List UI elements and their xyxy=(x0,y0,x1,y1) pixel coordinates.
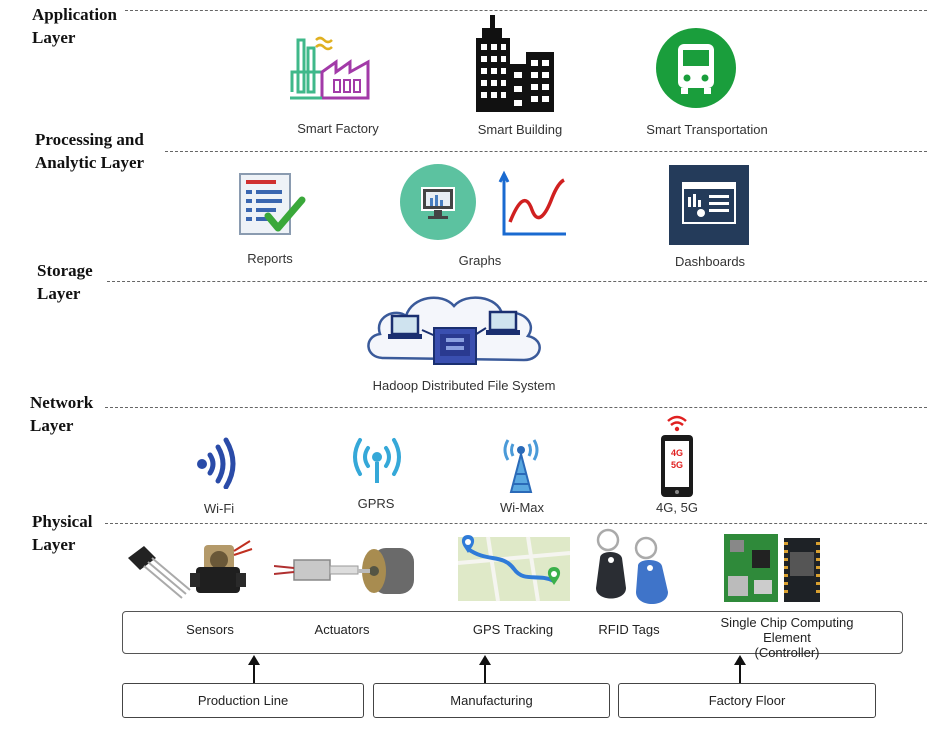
source-production-line: Production Line xyxy=(122,683,364,718)
caption-gprs: GPRS xyxy=(357,496,395,511)
caption-smart-building: Smart Building xyxy=(477,122,563,137)
dashboard-icon xyxy=(669,165,749,245)
graph-icon xyxy=(400,162,570,248)
caption-wifi: Wi-Fi xyxy=(203,501,235,516)
rfid-tags-image xyxy=(590,528,684,608)
divider-processing xyxy=(165,151,927,152)
building-icon xyxy=(470,14,560,114)
caption-hdfs: Hadoop Distributed File System xyxy=(372,378,556,393)
layer-label-storage: Storage Layer xyxy=(37,261,93,303)
layer-label-physical: Physical Layer xyxy=(32,512,93,554)
caption-wimax: Wi-Max xyxy=(499,500,545,515)
device-label-controller: Single Chip Computing Element (Controlle… xyxy=(720,615,854,660)
phone-4g-5g-icon xyxy=(655,413,699,499)
layer-label-processing: Processing and Analytic Layer xyxy=(35,130,145,172)
phone-screen-5g: 5G xyxy=(670,460,683,470)
arrow-up-manufacturing xyxy=(477,654,493,684)
wimax-tower-icon xyxy=(498,432,544,496)
caption-graphs: Graphs xyxy=(458,253,502,268)
sensor-transistor-image xyxy=(122,540,192,606)
device-label-sensors: Sensors xyxy=(186,622,234,637)
actuator-motor-image xyxy=(356,540,422,600)
arrow-up-production xyxy=(246,654,262,684)
layer-label-network: Network Layer xyxy=(30,393,94,435)
caption-smart-transportation: Smart Transportation xyxy=(646,122,768,137)
report-icon xyxy=(236,170,306,238)
layer-label-application: Application Layer xyxy=(32,5,118,47)
device-label-actuators: Actuators xyxy=(314,622,370,637)
factory-icon xyxy=(288,32,374,106)
caption-smart-factory: Smart Factory xyxy=(297,121,379,136)
device-label-rfid-tags: RFID Tags xyxy=(598,622,660,637)
caption-4g-5g: 4G, 5G xyxy=(656,500,698,515)
divider-physical xyxy=(105,523,927,524)
wifi-icon xyxy=(194,437,240,489)
source-factory-floor: Factory Floor xyxy=(618,683,876,718)
caption-reports: Reports xyxy=(247,251,293,266)
sensor-flow-meter-image xyxy=(190,535,256,599)
phone-screen-4g: 4G xyxy=(670,448,683,458)
divider-application xyxy=(125,10,927,11)
cloud-servers-icon xyxy=(362,286,548,376)
controller-board-image xyxy=(722,530,826,606)
physical-devices-box xyxy=(122,611,903,654)
divider-storage xyxy=(107,281,927,282)
bus-icon xyxy=(656,28,736,108)
source-manufacturing: Manufacturing xyxy=(373,683,610,718)
divider-network xyxy=(105,407,927,408)
gps-map-image xyxy=(458,533,570,603)
gprs-icon xyxy=(348,433,406,489)
arrow-up-factory-floor xyxy=(732,654,748,684)
device-label-gps-tracking: GPS Tracking xyxy=(472,622,554,637)
caption-dashboards: Dashboards xyxy=(674,254,746,269)
actuator-solenoid-image xyxy=(274,548,360,596)
